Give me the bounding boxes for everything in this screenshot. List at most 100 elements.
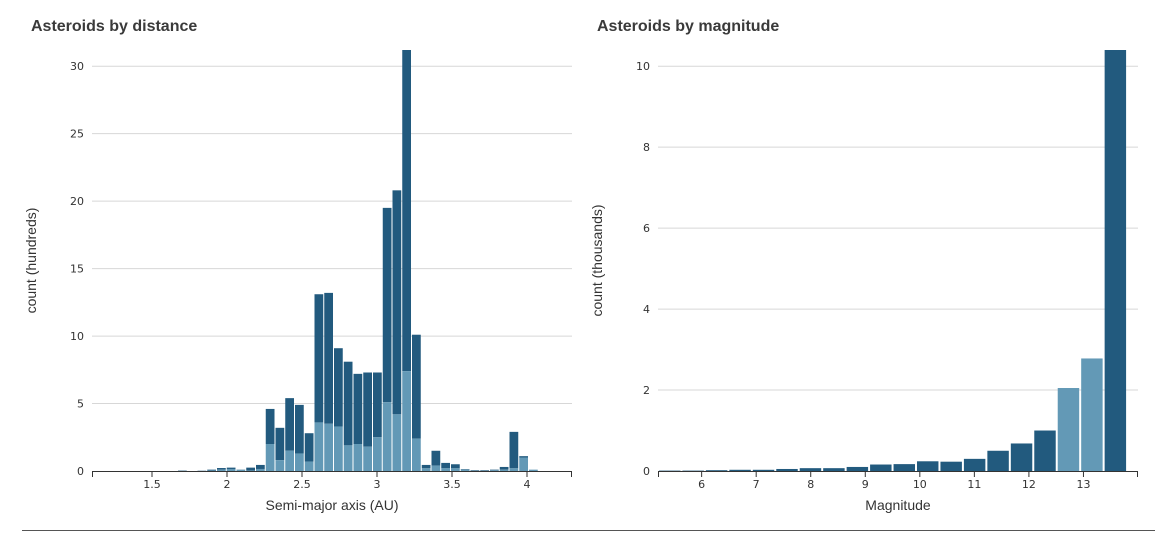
bar-lower	[226, 468, 236, 471]
x-axis-label: Semi-major axis (AU)	[265, 497, 398, 513]
bar-upper	[246, 467, 255, 471]
x-tick-label: 4	[524, 478, 531, 491]
bar-upper	[295, 404, 304, 454]
bar	[893, 464, 915, 471]
bar-lower	[285, 450, 294, 471]
bar-lower	[412, 438, 421, 471]
bar-upper	[451, 464, 460, 469]
bar-lower	[295, 453, 304, 471]
bar-upper	[343, 361, 353, 446]
x-tick-label: 6	[698, 478, 705, 491]
bar-lower	[509, 468, 519, 471]
bar-lower	[334, 426, 343, 471]
bar-lower	[324, 423, 333, 471]
x-tick-label: 2.5	[293, 478, 311, 491]
x-tick-label: 9	[862, 478, 869, 491]
bar-lower	[256, 468, 265, 471]
x-tick-label: 7	[753, 478, 760, 491]
y-tick-label: 8	[643, 141, 650, 154]
bar-lower	[373, 437, 382, 471]
bar-lower	[499, 469, 509, 471]
bar-lower	[314, 422, 324, 471]
bar-upper	[363, 372, 372, 447]
y-tick-label: 25	[70, 128, 84, 141]
bar-upper	[314, 294, 324, 423]
bar-upper	[226, 467, 236, 469]
distance-chart: 0 5 10 15 20 25 30 1.5 2 2.5 3 3.5 4 Semi-major axis …	[23, 50, 572, 513]
magnitude-chart-title: Asteroids by magnitude	[597, 18, 780, 35]
bar	[1104, 50, 1127, 471]
x-tick-label: 8	[807, 478, 814, 491]
y-axis-label: count (thousands)	[589, 204, 605, 316]
bar	[799, 468, 822, 471]
y-tick-label: 0	[643, 465, 650, 478]
bar-lower	[431, 465, 441, 471]
bar-upper	[265, 408, 275, 445]
bar-upper	[256, 464, 265, 469]
y-tick-label: 4	[643, 303, 650, 316]
bar-lower	[353, 444, 363, 471]
bar-upper	[324, 292, 333, 424]
bar-upper	[334, 348, 343, 427]
x-tick-label: 3	[374, 478, 381, 491]
bar-upper	[519, 456, 528, 458]
bar-lower	[490, 470, 499, 471]
bar	[963, 458, 986, 471]
bar-upper	[441, 462, 450, 469]
bar	[776, 468, 798, 471]
bar-lower	[363, 446, 372, 471]
y-tick-label: 15	[70, 263, 84, 276]
y-tick-label: 30	[70, 60, 84, 73]
y-tick-label: 5	[77, 398, 84, 411]
bar-upper	[480, 470, 489, 471]
bar	[1057, 388, 1080, 471]
x-tick-label: 12	[1022, 478, 1036, 491]
y-tick-label: 10	[636, 60, 650, 73]
bar-upper	[392, 190, 402, 415]
bar-lower	[460, 469, 470, 471]
bar-lower	[529, 469, 538, 471]
bar	[870, 464, 892, 471]
bar-upper	[304, 433, 314, 462]
bar-lower	[519, 457, 528, 471]
x-tick-label: 1.5	[143, 478, 161, 491]
bar-lower	[275, 460, 285, 471]
bar	[1034, 430, 1056, 471]
x-tick-label: 10	[913, 478, 927, 491]
bar	[846, 466, 869, 471]
bar-upper	[285, 398, 294, 451]
bar-upper	[353, 373, 363, 445]
bar-lower	[217, 469, 226, 471]
bar	[1081, 358, 1103, 471]
x-tick-label: 13	[1076, 478, 1090, 491]
bar-upper	[382, 207, 392, 403]
bar-upper	[207, 469, 216, 471]
bar	[987, 450, 1009, 471]
bar-lower	[304, 461, 314, 471]
distance-chart-title: Asteroids by distance	[31, 18, 198, 35]
bar	[705, 470, 728, 471]
bar	[823, 468, 845, 471]
bar-upper	[490, 469, 499, 471]
magnitude-chart: 0 2 4 6 8 10 6 7 8 9 10 11 12 13 Magnitude count (thous…	[589, 50, 1138, 513]
bar-upper	[412, 334, 421, 439]
bar-upper	[460, 469, 470, 470]
bar-lower	[441, 468, 450, 471]
bar	[752, 469, 775, 471]
bar-lower	[421, 468, 431, 471]
x-tick-label: 11	[967, 478, 981, 491]
bar-upper	[509, 431, 519, 469]
bar-lower	[402, 371, 411, 471]
bar	[729, 469, 751, 471]
bar	[940, 461, 962, 471]
bar	[917, 461, 939, 471]
bar-upper	[217, 468, 226, 470]
x-axis-label: Magnitude	[865, 497, 931, 513]
y-tick-label: 10	[70, 330, 84, 343]
bar-upper	[373, 372, 382, 438]
bottom-divider	[22, 530, 1155, 531]
y-tick-label: 0	[77, 465, 84, 478]
x-tick-label: 2	[224, 478, 231, 491]
bar-lower	[451, 468, 460, 471]
